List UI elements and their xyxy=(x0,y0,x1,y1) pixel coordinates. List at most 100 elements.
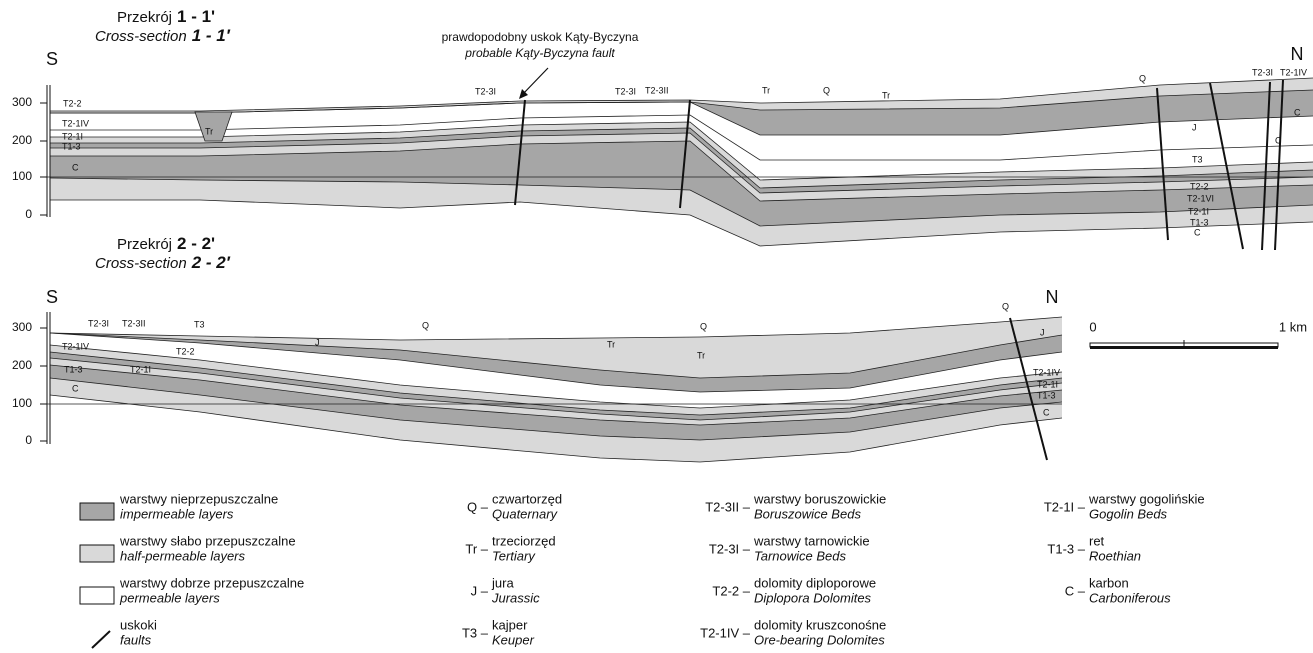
geology xyxy=(40,78,1313,462)
legend-code: J – xyxy=(471,583,489,598)
legend-code: T2-3I – xyxy=(709,541,751,556)
elevation-label: 0 xyxy=(25,207,32,221)
unit-label: T2-1IV xyxy=(1280,67,1307,77)
title-text: Przekrój xyxy=(117,9,172,26)
unit-label: C xyxy=(1275,135,1282,145)
unit-label: T2-1I xyxy=(62,131,83,141)
section-title: Przekrój 2 - 2' xyxy=(117,234,215,253)
legend-text: Carboniferous xyxy=(1089,590,1171,605)
unit-label: Tr xyxy=(762,85,770,95)
end-label: S xyxy=(46,49,58,69)
unit-label: T2-2 xyxy=(63,98,82,108)
title-number: 2 - 2′ xyxy=(191,253,231,272)
end-label: N xyxy=(1046,287,1059,307)
unit-label: Tr xyxy=(607,339,615,349)
scale-label: 0 xyxy=(1089,319,1096,334)
unit-label: T1-3 xyxy=(62,141,81,151)
legend-text: warstwy gogolińskie xyxy=(1088,491,1205,506)
unit-label: T2-1IV xyxy=(62,118,89,128)
unit-label: C xyxy=(72,162,79,172)
cross-section-figure: Przekrój 1 - 1' Cross-section 1 - 1′ S N 300 20… xyxy=(0,0,1313,653)
unit-label: Q xyxy=(1139,73,1146,83)
unit-label: T2-1I xyxy=(130,364,151,374)
elevation-label: 100 xyxy=(12,169,32,183)
end-label: N xyxy=(1291,44,1304,64)
scale-bar xyxy=(1090,346,1278,349)
unit-label: T2-1IV xyxy=(1033,367,1060,377)
legend-text: jura xyxy=(491,575,514,590)
legend-text: dolomity kruszconośne xyxy=(754,617,886,632)
legend-swatch xyxy=(80,545,114,562)
unit-label: T2-1VI xyxy=(1187,193,1214,203)
unit-label: J xyxy=(1040,327,1045,337)
unit-label: Q xyxy=(1002,301,1009,311)
legend-fault xyxy=(92,631,110,648)
legend-text: warstwy słabo przepuszczalne xyxy=(119,533,296,548)
legend-code: T2-3II – xyxy=(705,499,751,514)
legend-text: Quaternary xyxy=(492,506,559,521)
elevation-label: 100 xyxy=(12,396,32,410)
unit-label: C xyxy=(1043,407,1050,417)
legend-swatch xyxy=(80,587,114,604)
legend-code: T2-1IV – xyxy=(700,625,751,640)
elevation-label: 300 xyxy=(12,320,32,334)
unit-label: T1-3 xyxy=(1190,217,1209,227)
unit-label: Tr xyxy=(205,126,213,136)
unit-label: T2-3II xyxy=(645,85,669,95)
unit-label: T2-3I xyxy=(615,86,636,96)
legend-text: warstwy boruszowickie xyxy=(753,491,886,506)
end-label: S xyxy=(46,287,58,307)
legend-text: Tertiary xyxy=(492,548,536,563)
legend-code: T3 – xyxy=(462,625,489,640)
legend-text: permeable layers xyxy=(119,590,220,605)
unit-label: T3 xyxy=(194,319,205,329)
unit-label: T2-3I xyxy=(1252,67,1273,77)
title-number: 1 - 1′ xyxy=(192,26,231,45)
unit-label: T2-3I xyxy=(88,318,109,328)
legend-text: Diplopora Dolomites xyxy=(754,590,872,605)
legend-text: warstwy nieprzepuszczalne xyxy=(119,491,278,506)
unit-label: Q xyxy=(700,321,707,331)
elevation-label: 0 xyxy=(25,433,32,447)
unit-label: T1-3 xyxy=(1037,390,1056,400)
arrow xyxy=(522,68,548,95)
unit-label: T2-1I xyxy=(1037,379,1058,389)
unit-label: J xyxy=(315,337,320,347)
unit-label: T2-1I xyxy=(1188,206,1209,216)
legend-text: Roethian xyxy=(1089,548,1141,563)
fault-note: prawdopodobny uskok Kąty-Byczyna xyxy=(442,30,639,44)
title-number: 2 - 2' xyxy=(177,234,215,253)
legend-code: T1-3 – xyxy=(1047,541,1085,556)
legend-text: uskoki xyxy=(120,617,157,632)
section-title-en: Cross-section2 - 2′ xyxy=(95,253,231,272)
legend-text: Ore-bearing Dolomites xyxy=(754,632,885,647)
title-number: 1 - 1' xyxy=(177,7,215,26)
legend-text: Keuper xyxy=(492,632,535,647)
fault-note: probable Kąty-Byczyna fault xyxy=(464,46,615,60)
elevation-label: 200 xyxy=(12,358,32,372)
unit-label: T2-2 xyxy=(176,346,195,356)
title-text: Cross-section xyxy=(95,255,187,272)
scale-label: 1 km xyxy=(1279,319,1307,334)
unit-label: Tr xyxy=(697,350,705,360)
legend-text: trzeciorzęd xyxy=(492,533,556,548)
title-text: Przekrój xyxy=(117,236,172,253)
unit-label: J xyxy=(1192,122,1197,132)
legend-code: Tr – xyxy=(465,541,488,556)
legend-text: dolomity diploporowe xyxy=(754,575,876,590)
unit-label: T2-3I xyxy=(475,86,496,96)
section-title: Przekrój 1 - 1' xyxy=(117,7,215,26)
legend-text: Gogolin Beds xyxy=(1089,506,1168,521)
elevation-label: 300 xyxy=(12,95,32,109)
unit-label: Tr xyxy=(882,90,890,100)
legend-code: Q – xyxy=(467,499,489,514)
legend-text: Jurassic xyxy=(491,590,540,605)
unit-label: C xyxy=(1194,227,1201,237)
legend-text: Tarnowice Beds xyxy=(754,548,847,563)
unit-label: T2-3II xyxy=(122,318,146,328)
legend-text: warstwy dobrze przepuszczalne xyxy=(119,575,304,590)
legend-text: ret xyxy=(1089,533,1105,548)
legend-text: kajper xyxy=(492,617,528,632)
legend-text: faults xyxy=(120,632,152,647)
unit-label: Q xyxy=(823,85,830,95)
